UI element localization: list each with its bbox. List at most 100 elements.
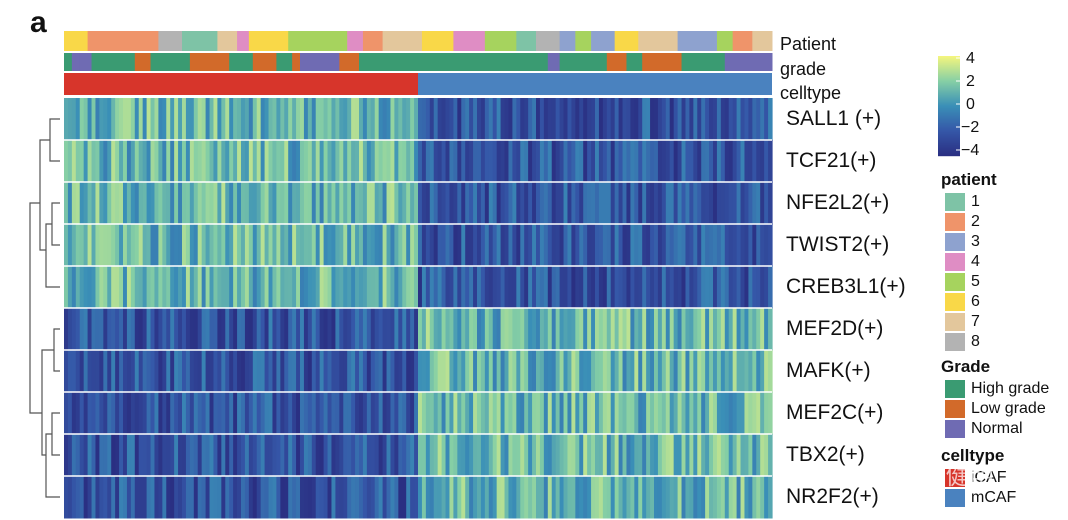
heatmap-cell [508, 308, 513, 351]
heatmap-cell [610, 392, 616, 435]
heatmap-cell [67, 224, 73, 267]
heatmap-cell [457, 350, 462, 393]
heatmap-cell [264, 350, 270, 393]
heatmap-cell [433, 140, 439, 183]
heatmap-cell [233, 350, 238, 393]
heatmap-cell [366, 266, 372, 309]
heatmap-cell [583, 98, 588, 141]
celltype-annotation-track [64, 73, 772, 95]
heatmap-cell [406, 308, 411, 351]
grade-annotation-cell [642, 53, 683, 71]
heatmap-cell [539, 182, 545, 225]
heatmap-cell [115, 308, 120, 351]
heatmap-cell [516, 434, 521, 477]
heatmap-cell [484, 98, 490, 141]
heatmap-cell [701, 476, 706, 519]
heatmap-cell [67, 308, 73, 351]
heatmap-cell [677, 182, 683, 225]
colorbar-segment [938, 79, 960, 81]
heatmap-cell [646, 266, 651, 309]
heatmap-cell [339, 224, 344, 267]
heatmap-cell [484, 350, 490, 393]
heatmap-cell [457, 140, 462, 183]
heatmap-cell [382, 182, 388, 225]
heatmap-cell [441, 266, 447, 309]
heatmap-cell [539, 350, 545, 393]
heatmap-cell [500, 266, 506, 309]
heatmap-cell [362, 476, 368, 519]
heatmap-cell [760, 182, 765, 225]
heatmap-cell [91, 434, 97, 477]
heatmap-row [64, 182, 773, 225]
heatmap-cell [95, 476, 100, 519]
heatmap-cell [233, 140, 238, 183]
heatmap-cell [303, 140, 309, 183]
heatmap-cell [764, 476, 769, 519]
heatmap-cell [272, 434, 277, 477]
heatmap-cell [366, 140, 372, 183]
heatmap-cell [693, 308, 698, 351]
heatmap-cell [315, 476, 321, 519]
heatmap-cell [728, 182, 734, 225]
heatmap-cell [563, 350, 569, 393]
heatmap-cell [276, 476, 281, 519]
heatmap-cell [532, 308, 537, 351]
heatmap-cell [292, 182, 297, 225]
heatmap-cell [716, 182, 722, 225]
heatmap-cell [685, 308, 690, 351]
heatmap-cell [402, 266, 407, 309]
gene-row-label: MAFK(+) [786, 359, 871, 382]
heatmap-cell [654, 308, 659, 351]
heatmap-cell [480, 308, 486, 351]
heatmap-cell [256, 350, 262, 393]
heatmap-cell [591, 140, 596, 183]
heatmap-cell [410, 350, 415, 393]
patient-annotation-cell [394, 31, 423, 51]
heatmap-cell [465, 308, 470, 351]
heatmap-cell [217, 308, 222, 351]
celltype-legend-item: iCAF [945, 468, 1007, 488]
heatmap-cell [241, 224, 246, 267]
heatmap-cell [296, 476, 301, 519]
heatmap-cell [303, 434, 309, 477]
patient-annotation-cell [614, 31, 639, 51]
heatmap-cell [559, 140, 565, 183]
heatmap-cell [473, 266, 478, 309]
heatmap-cell [260, 308, 266, 351]
heatmap-cell [728, 224, 734, 267]
patient-annotation-cell [382, 31, 395, 51]
heatmap-cell [614, 392, 620, 435]
grade-annotation-cell [134, 53, 144, 71]
heatmap-cell [547, 350, 553, 393]
heatmap-cell [614, 350, 620, 393]
heatmap-cell [488, 140, 494, 183]
heatmap-cell [355, 434, 360, 477]
heatmap-cell [716, 98, 722, 141]
heatmap-cell [115, 476, 120, 519]
colorbar-segment [938, 77, 960, 79]
heatmap-cell [689, 434, 694, 477]
heatmap-cell [520, 224, 525, 267]
heatmap-cell [355, 308, 360, 351]
heatmap-cell [567, 350, 572, 393]
heatmap-cell [217, 224, 222, 267]
heatmap-cell [95, 140, 100, 183]
heatmap-cell [559, 392, 565, 435]
heatmap-cell [473, 434, 478, 477]
heatmap-cell [484, 392, 490, 435]
heatmap-cell [473, 392, 478, 435]
heatmap-cell [107, 308, 112, 351]
heatmap-cell [528, 308, 533, 351]
heatmap-cell [331, 392, 336, 435]
heatmap-cell [71, 308, 77, 351]
colorbar-segment [938, 57, 960, 59]
heatmap-cell [225, 182, 230, 225]
heatmap-cell [575, 476, 580, 519]
heatmap-cell [583, 182, 588, 225]
track-label-celltype: celltype [780, 83, 842, 103]
heatmap-cell [311, 140, 317, 183]
heatmap-cell [146, 434, 152, 477]
heatmap-cell [67, 476, 73, 519]
heatmap-cell [315, 392, 321, 435]
heatmap-cell [327, 392, 333, 435]
